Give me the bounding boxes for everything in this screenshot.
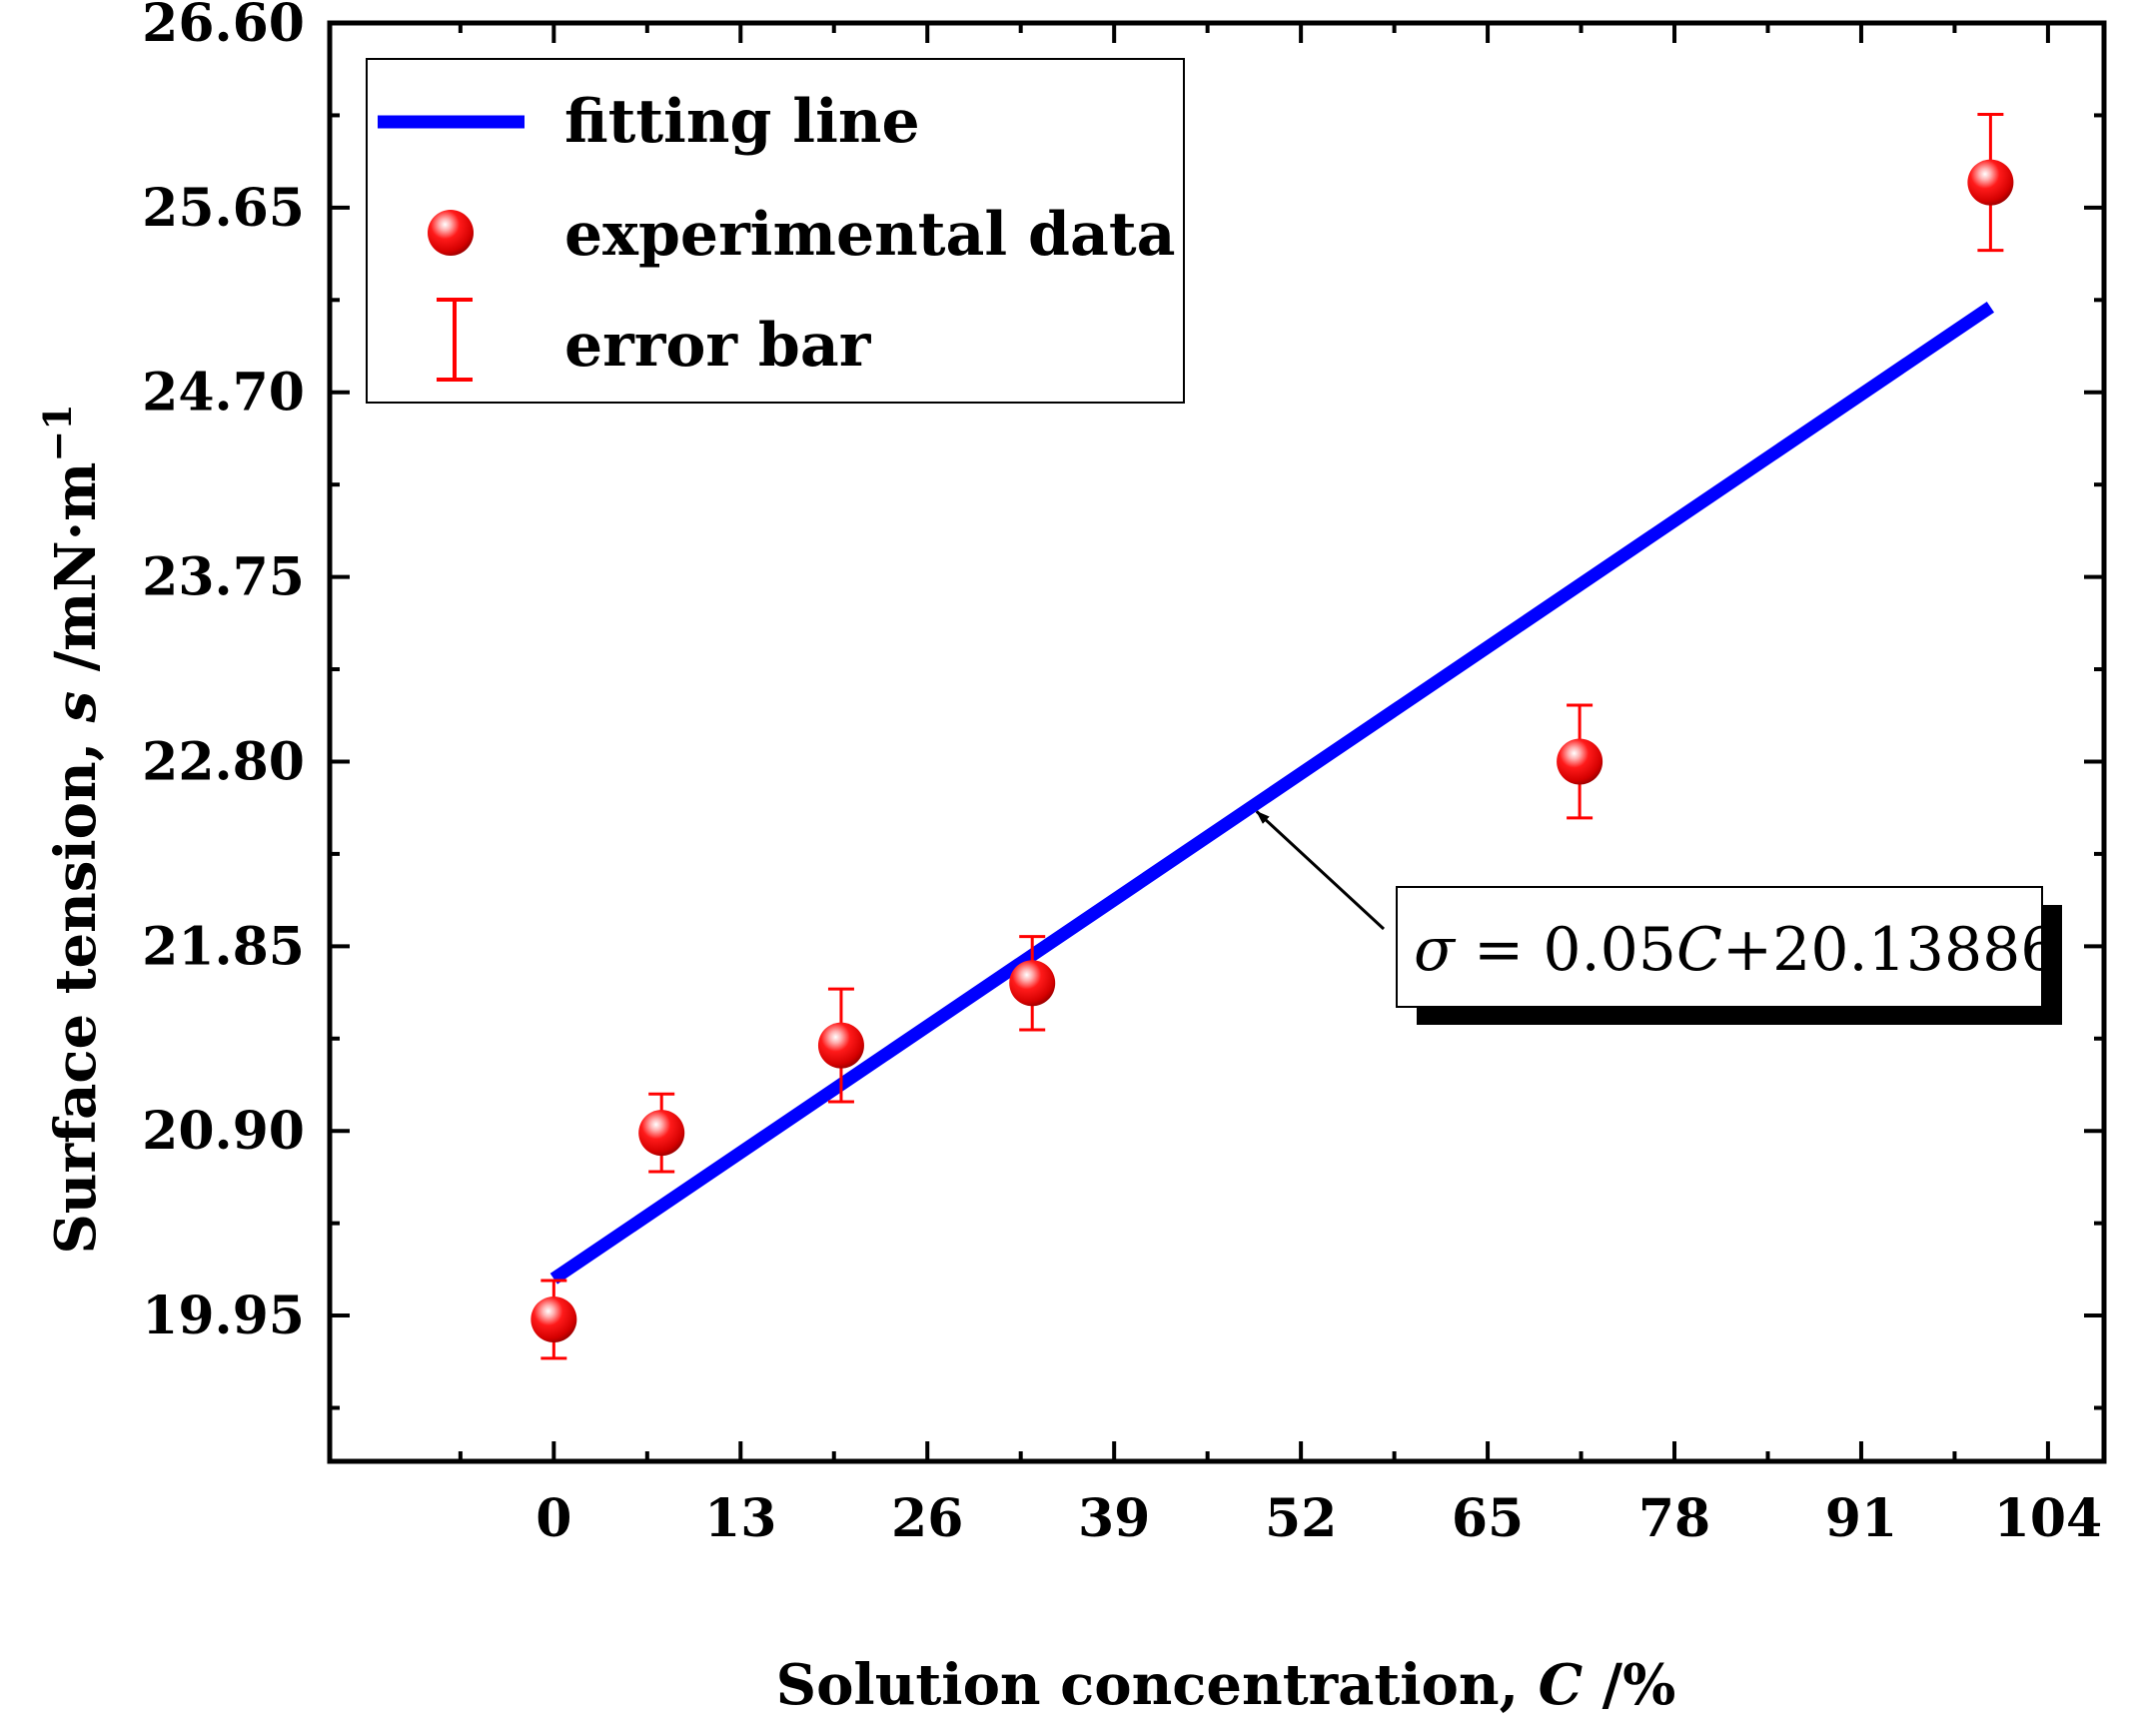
legend: fitting line experimental data error bar	[366, 58, 1185, 404]
x-axis-title-unit: /%	[1583, 1652, 1675, 1718]
equation-equals: =	[1455, 915, 1543, 985]
legend-experimental-data-label: experimental data	[564, 200, 1175, 270]
plot-frame	[327, 20, 2107, 1464]
y-tick-label: 21.85	[142, 916, 305, 977]
legend-fitting-line-label: fitting line	[564, 87, 920, 157]
y-tick-label: 19.95	[142, 1286, 305, 1346]
equation-rest: +20.13886	[1722, 915, 2059, 985]
legend-error-bar-label: error bar	[564, 311, 872, 381]
y-axis-title-main: Surface tension,	[43, 722, 109, 1254]
data-point	[817, 1022, 864, 1069]
y-axis-title: Surface tension, s /mN·m−1	[35, 404, 109, 1254]
x-tick-label: 0	[535, 1488, 571, 1549]
y-tick-label: 22.80	[142, 731, 305, 792]
x-tick-label: 13	[704, 1488, 776, 1549]
y-tick-label: 23.75	[142, 547, 305, 608]
legend-data-point-swatch	[428, 210, 474, 256]
x-tick-label: 52	[1265, 1488, 1337, 1549]
y-axis-title-unit: /mN·m	[43, 462, 109, 691]
data-point	[1009, 960, 1056, 1007]
data-points	[531, 159, 2014, 1342]
y-axis-title-var: s	[43, 691, 109, 724]
y-axis-title-sup: −1	[35, 404, 80, 461]
x-tick-label: 39	[1078, 1488, 1150, 1549]
data-point	[531, 1296, 577, 1342]
legend-error-bar-swatch	[437, 298, 473, 382]
y-tick-label: 25.65	[142, 178, 305, 239]
x-tick-label: 91	[1825, 1488, 1897, 1549]
x-tick-label: 65	[1452, 1488, 1524, 1549]
equation-sigma: σ	[1414, 915, 1457, 985]
x-axis-title-var: C	[1539, 1652, 1584, 1718]
y-tick-label: 26.60	[142, 0, 305, 54]
x-tick-label: 78	[1638, 1488, 1710, 1549]
x-axis-title: Solution concentration, C /%	[776, 1652, 1676, 1718]
equation-var: C	[1676, 915, 1722, 985]
data-point	[638, 1110, 685, 1157]
x-axis-ticks: 0 13 26 39 52 65 78 91 104	[458, 23, 2103, 1549]
y-axis-ticks: 19.95 20.90 21.85 22.80 23.75 24.70 25.65 26.60	[142, 0, 2104, 1410]
x-axis-title-main: Solution concentration,	[776, 1652, 1539, 1718]
x-tick-label: 104	[1994, 1488, 2103, 1549]
y-tick-label: 24.70	[142, 363, 305, 424]
equation-label: σ = 0.05C+20.13886	[1414, 915, 2058, 985]
equation-coef: 0.05	[1543, 915, 1676, 985]
data-point	[1967, 159, 2014, 206]
equation-box	[1396, 886, 2043, 1008]
data-point	[1557, 738, 1603, 785]
annotation-arrow	[1255, 810, 1386, 931]
fitting-line	[549, 301, 1995, 1285]
fitting-line-group	[549, 301, 1995, 1285]
y-tick-label: 20.90	[142, 1101, 305, 1162]
x-tick-label: 26	[891, 1488, 963, 1549]
